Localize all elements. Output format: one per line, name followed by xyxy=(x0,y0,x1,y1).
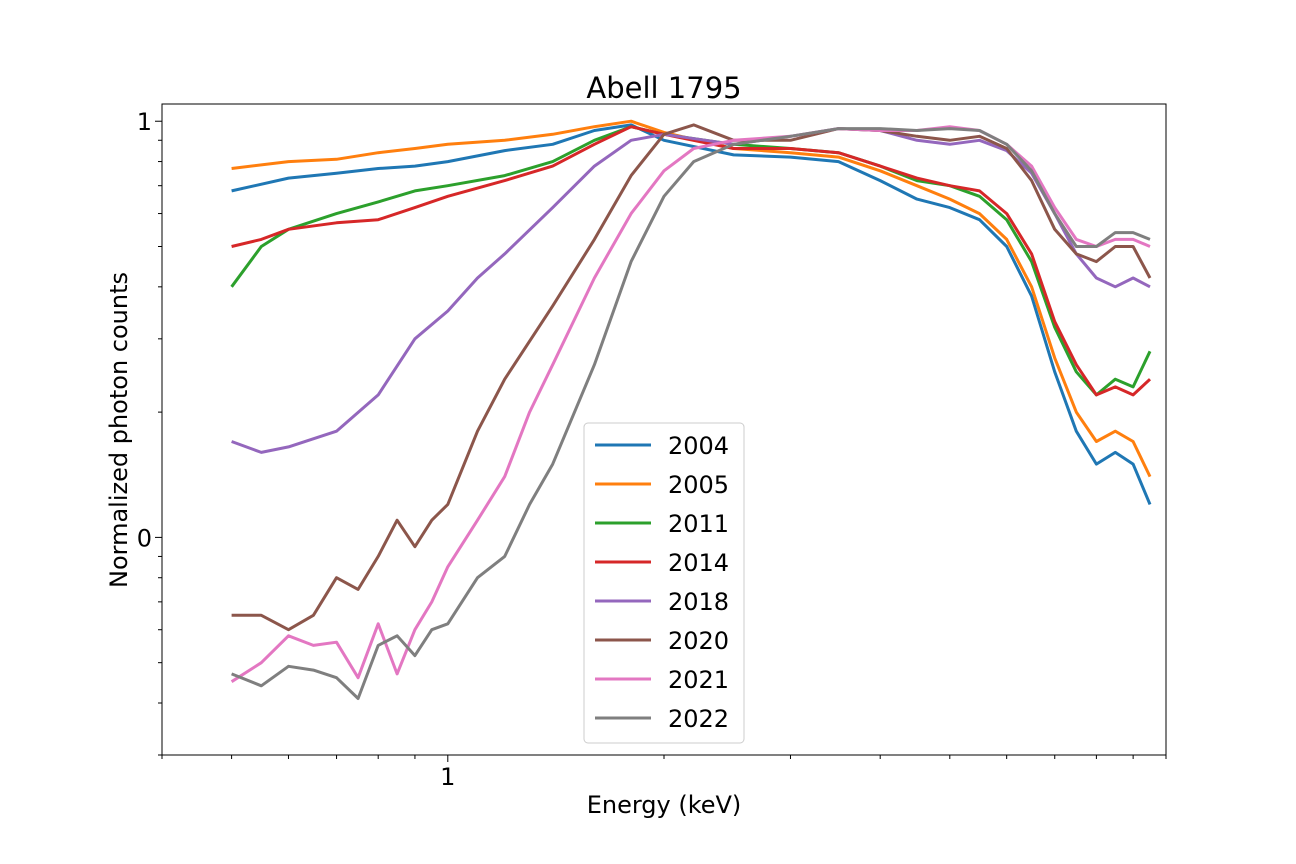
y-tick-label: 0 xyxy=(137,524,152,552)
legend-label: 2021 xyxy=(668,666,729,694)
legend-label: 2022 xyxy=(668,705,729,733)
series-line-2022 xyxy=(231,127,1151,700)
chart-title: Abell 1795 xyxy=(586,71,741,105)
legend-label: 2004 xyxy=(668,432,729,460)
series-line-2004 xyxy=(231,123,1152,505)
plot-frame xyxy=(161,103,1167,756)
series-line-2014 xyxy=(231,125,1152,397)
legend-label: 2005 xyxy=(668,471,729,499)
series-line-2020 xyxy=(231,123,1152,632)
x-axis-label: Energy (keV) xyxy=(587,791,742,819)
legend-label: 2011 xyxy=(668,510,729,538)
legend-frame xyxy=(583,422,745,744)
y-axis-ticks: 10 xyxy=(137,108,162,756)
plot-series xyxy=(230,119,1152,700)
legend: 2004 2005 2011 2014 2018 2020 2021 2022 xyxy=(583,422,745,744)
legend-label: 2014 xyxy=(668,549,729,577)
legend-label: 2020 xyxy=(668,627,729,655)
x-tick-label: 1 xyxy=(440,763,455,791)
series-line-2021 xyxy=(230,125,1151,683)
series-line-2005 xyxy=(231,119,1152,478)
x-axis-ticks: 1 xyxy=(161,755,1167,791)
y-axis-label: Normalized photon counts xyxy=(105,272,133,588)
y-tick-label: 1 xyxy=(137,108,152,136)
legend-label: 2018 xyxy=(668,588,729,616)
